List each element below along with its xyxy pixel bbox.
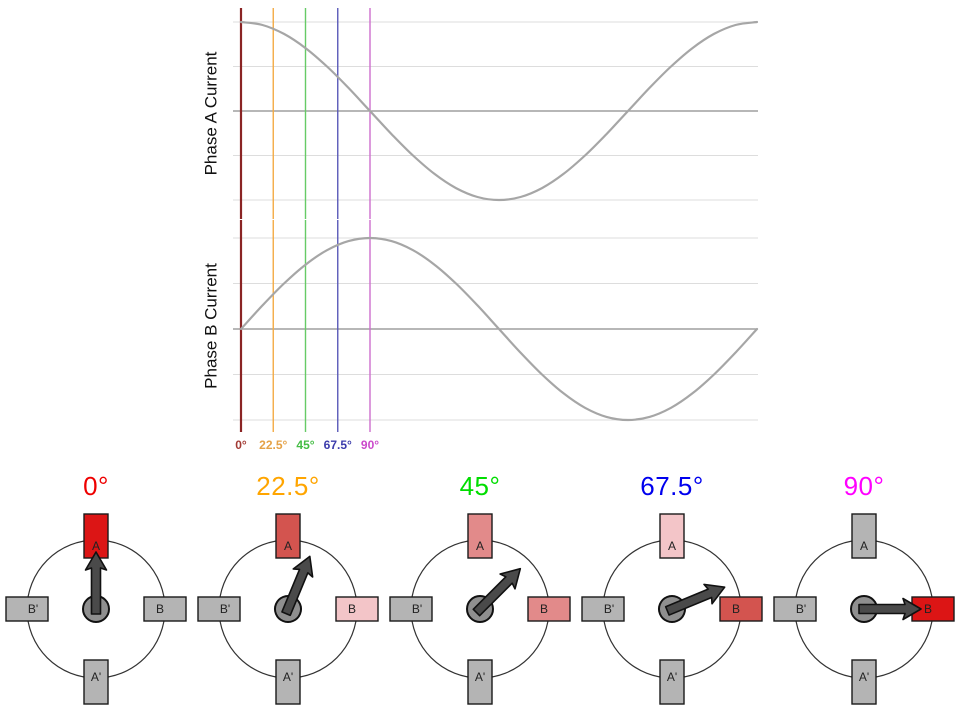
motor-svg: A A' B B': [773, 513, 955, 705]
coil-B_prime: [581, 596, 625, 622]
coil-A: [83, 513, 109, 559]
motor-diagram-45deg: 45° A A' B B': [384, 468, 576, 720]
coil-label-A_prime: A': [91, 670, 101, 684]
field-vector-group: [82, 551, 110, 623]
coil-B: [527, 596, 571, 622]
phase-a-ylabel: Phase A Current: [201, 51, 220, 175]
coil-label-B: B: [540, 602, 548, 616]
xtick-label-0: 0°: [235, 438, 247, 452]
coil-A_prime: [467, 659, 493, 705]
coil-B: [911, 596, 955, 622]
motor-svg: A A' B B': [581, 513, 763, 705]
coil-A_prime: [659, 659, 685, 705]
coil-label-B: B: [348, 602, 356, 616]
motor-angle-title: 45°: [459, 471, 501, 501]
coil-A_prime: [275, 659, 301, 705]
field-vector-arrow-icon: [858, 597, 922, 621]
motor-diagram-row: 0° A A' B B' 22.5° A A' B B' 45° A A' B B' 67.5° A A' B B' 9…: [0, 468, 960, 720]
motor-angle-title: 67.5°: [640, 471, 704, 501]
coil-B_prime: [5, 596, 49, 622]
coil-B: [335, 596, 379, 622]
coil-A: [851, 513, 877, 559]
coil-label-A_prime: A': [667, 670, 677, 684]
phase-current-charts: Phase A Current Phase B Current 0° 22.5° 45°…: [201, 8, 759, 452]
motor-svg: A A' B B': [389, 513, 571, 705]
coil-label-B_prime: B': [604, 602, 614, 616]
field-vector-group: [274, 555, 314, 623]
waveform-plots-svg: Phase A Current Phase B Current 0° 22.5° 45°…: [201, 8, 759, 452]
field-vector-arrow-icon: [281, 555, 314, 617]
coil-label-B: B: [924, 602, 932, 616]
xtick-label-90: 90°: [361, 438, 379, 452]
motor-angle-title: 22.5°: [256, 471, 320, 501]
coil-label-B_prime: B': [220, 602, 230, 616]
field-vector-arrow-icon: [84, 551, 108, 615]
coil-label-A: A: [860, 539, 868, 553]
motor-svg: A A' B B': [197, 513, 379, 705]
coil-A: [659, 513, 685, 559]
coil-A: [467, 513, 493, 559]
coil-label-B: B: [156, 602, 164, 616]
coil-B: [143, 596, 187, 622]
coil-B_prime: [389, 596, 433, 622]
coil-A_prime: [83, 659, 109, 705]
xtick-label-45: 45°: [296, 438, 314, 452]
field-vector-arrow-icon: [472, 567, 522, 617]
motor-diagram-22.5deg: 22.5° A A' B B': [192, 468, 384, 720]
motor-diagram-0deg: 0° A A' B B': [0, 468, 192, 720]
coil-A_prime: [851, 659, 877, 705]
coil-label-A: A: [92, 539, 100, 553]
coil-label-A: A: [668, 539, 676, 553]
coil-label-B_prime: B': [28, 602, 38, 616]
phase-b-ylabel: Phase B Current: [201, 263, 220, 389]
coil-label-B_prime: B': [412, 602, 422, 616]
phase-a-curve: [239, 20, 759, 202]
coil-label-B: B: [732, 602, 740, 616]
field-vector-group: [850, 595, 922, 623]
coil-label-A: A: [476, 539, 484, 553]
coil-B_prime: [197, 596, 241, 622]
coil-label-A: A: [284, 539, 292, 553]
field-vector-group: [658, 583, 726, 623]
xtick-label-67.5: 67.5°: [324, 438, 352, 452]
motor-diagram-90deg: 90° A A' B B': [768, 468, 960, 720]
coil-A: [275, 513, 301, 559]
coil-B_prime: [773, 596, 817, 622]
xtick-label-22.5: 22.5°: [259, 438, 287, 452]
field-vector-group: [466, 567, 522, 623]
coil-label-B_prime: B': [796, 602, 806, 616]
motor-angle-title: 0°: [83, 471, 109, 501]
coil-label-A_prime: A': [475, 670, 485, 684]
motor-diagram-67.5deg: 67.5° A A' B B': [576, 468, 768, 720]
coil-B: [719, 596, 763, 622]
field-vector-arrow-icon: [664, 583, 726, 616]
coil-label-A_prime: A': [283, 670, 293, 684]
motor-angle-title: 90°: [843, 471, 885, 501]
phase-b-curve: [239, 236, 759, 422]
motor-svg: A A' B B': [5, 513, 187, 705]
coil-label-A_prime: A': [859, 670, 869, 684]
